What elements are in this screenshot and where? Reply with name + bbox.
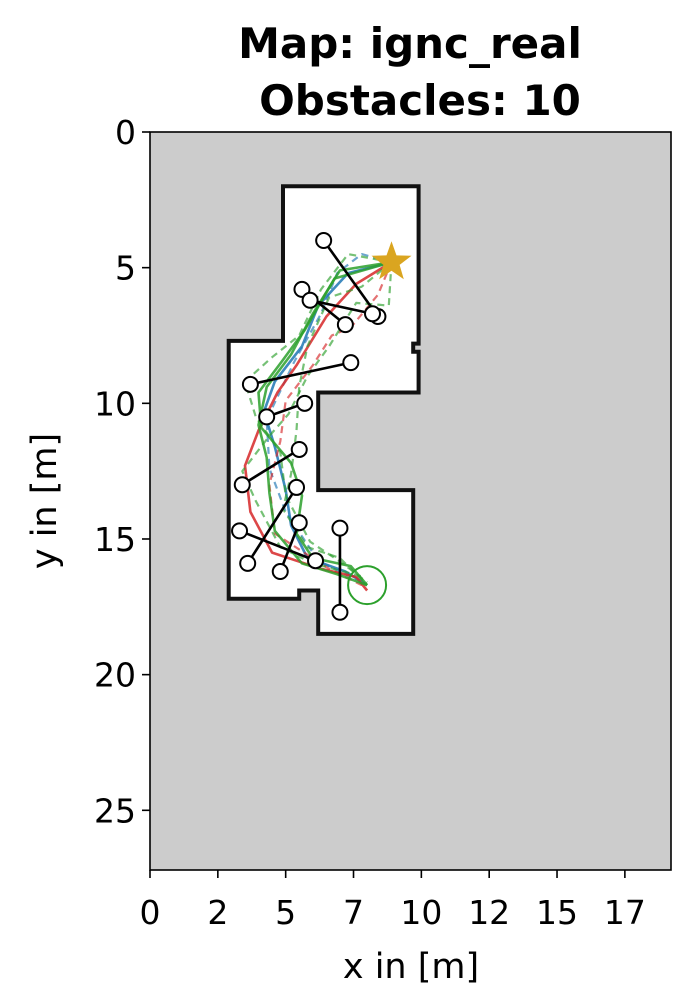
x-axis-label: x in [m]	[343, 947, 479, 987]
obstacle-path	[309, 298, 373, 316]
x-tick-label: 17	[604, 893, 646, 932]
obstacle-start-point	[271, 563, 289, 581]
x-tick-label: 12	[468, 893, 510, 932]
obstacle-end-point	[290, 440, 308, 458]
obstacle-3	[301, 291, 382, 323]
free-space-region	[228, 186, 419, 634]
trajectory-green-dashed-2	[241, 262, 393, 579]
chart-title-line-1: Map: ignc_real	[238, 19, 582, 68]
obstacle-end-point	[288, 478, 306, 496]
obstacle-start-point	[239, 554, 257, 572]
obstacle-start-point	[233, 476, 251, 494]
trajectory-blue-dashed	[265, 253, 392, 581]
obstacle-9	[271, 514, 308, 581]
y-tick-label: 5	[115, 249, 136, 288]
obstacle-path	[250, 361, 352, 386]
obstacle-start-point	[315, 232, 333, 250]
goal-star-marker	[371, 241, 412, 280]
obstacle-end-point	[331, 603, 349, 621]
x-tick-label: 0	[140, 893, 161, 932]
obstacle-end-point	[307, 552, 325, 570]
trajectory-green-dashed-1	[243, 253, 392, 584]
obstacle-start-point	[241, 375, 259, 393]
obstacle-path	[279, 522, 301, 573]
start-marker	[347, 565, 388, 606]
obstacle-start-point	[301, 291, 319, 309]
obstacle-6	[233, 440, 308, 494]
x-tick-label: 5	[275, 893, 296, 932]
x-tick-label: 10	[400, 893, 442, 932]
obstacles	[231, 232, 387, 621]
trajectory-green-dashed-3	[281, 261, 393, 586]
trajectory-red-dashed	[268, 261, 393, 587]
obstacle-10	[331, 519, 349, 621]
obstacle-end-point	[296, 394, 314, 412]
obstacle-path	[322, 239, 379, 318]
start-goal-markers	[347, 241, 412, 606]
y-tick-label: 10	[94, 384, 136, 423]
obstacle-path	[241, 448, 300, 486]
obstacle-start-point	[331, 519, 349, 537]
x-tick-label: 2	[207, 893, 228, 932]
y-tick-label: 0	[115, 113, 136, 152]
obstacle-end-point	[336, 316, 354, 334]
obstacle-end-point	[290, 514, 308, 532]
y-tick-label: 25	[94, 791, 136, 830]
plot-frame	[149, 131, 672, 871]
x-axis: 0 2 5 7 10 12 15 17	[140, 870, 646, 932]
y-axis-label: y in [m]	[25, 433, 65, 569]
chart-title-line-2: Obstacles: 10	[259, 76, 581, 125]
obstacle-4	[241, 354, 360, 393]
obstacle-start-point	[231, 522, 249, 540]
obstacle-path	[246, 486, 298, 565]
y-tick-label: 20	[94, 656, 136, 695]
plot-area	[149, 131, 672, 871]
x-tick-label: 7	[343, 893, 364, 932]
y-tick-label: 15	[94, 520, 136, 559]
obstacle-8	[239, 478, 306, 572]
y-axis: 0 5 10 15 20 25	[94, 113, 150, 830]
map-walls	[226, 184, 421, 636]
obstacle-start-point	[258, 408, 276, 426]
obstacle-path	[239, 529, 317, 562]
obstacle-5	[258, 394, 314, 426]
obstacle-end-point	[364, 305, 382, 323]
obstacle-7	[231, 522, 325, 570]
obstacle-end-point	[342, 354, 360, 372]
x-tick-label: 15	[536, 893, 578, 932]
